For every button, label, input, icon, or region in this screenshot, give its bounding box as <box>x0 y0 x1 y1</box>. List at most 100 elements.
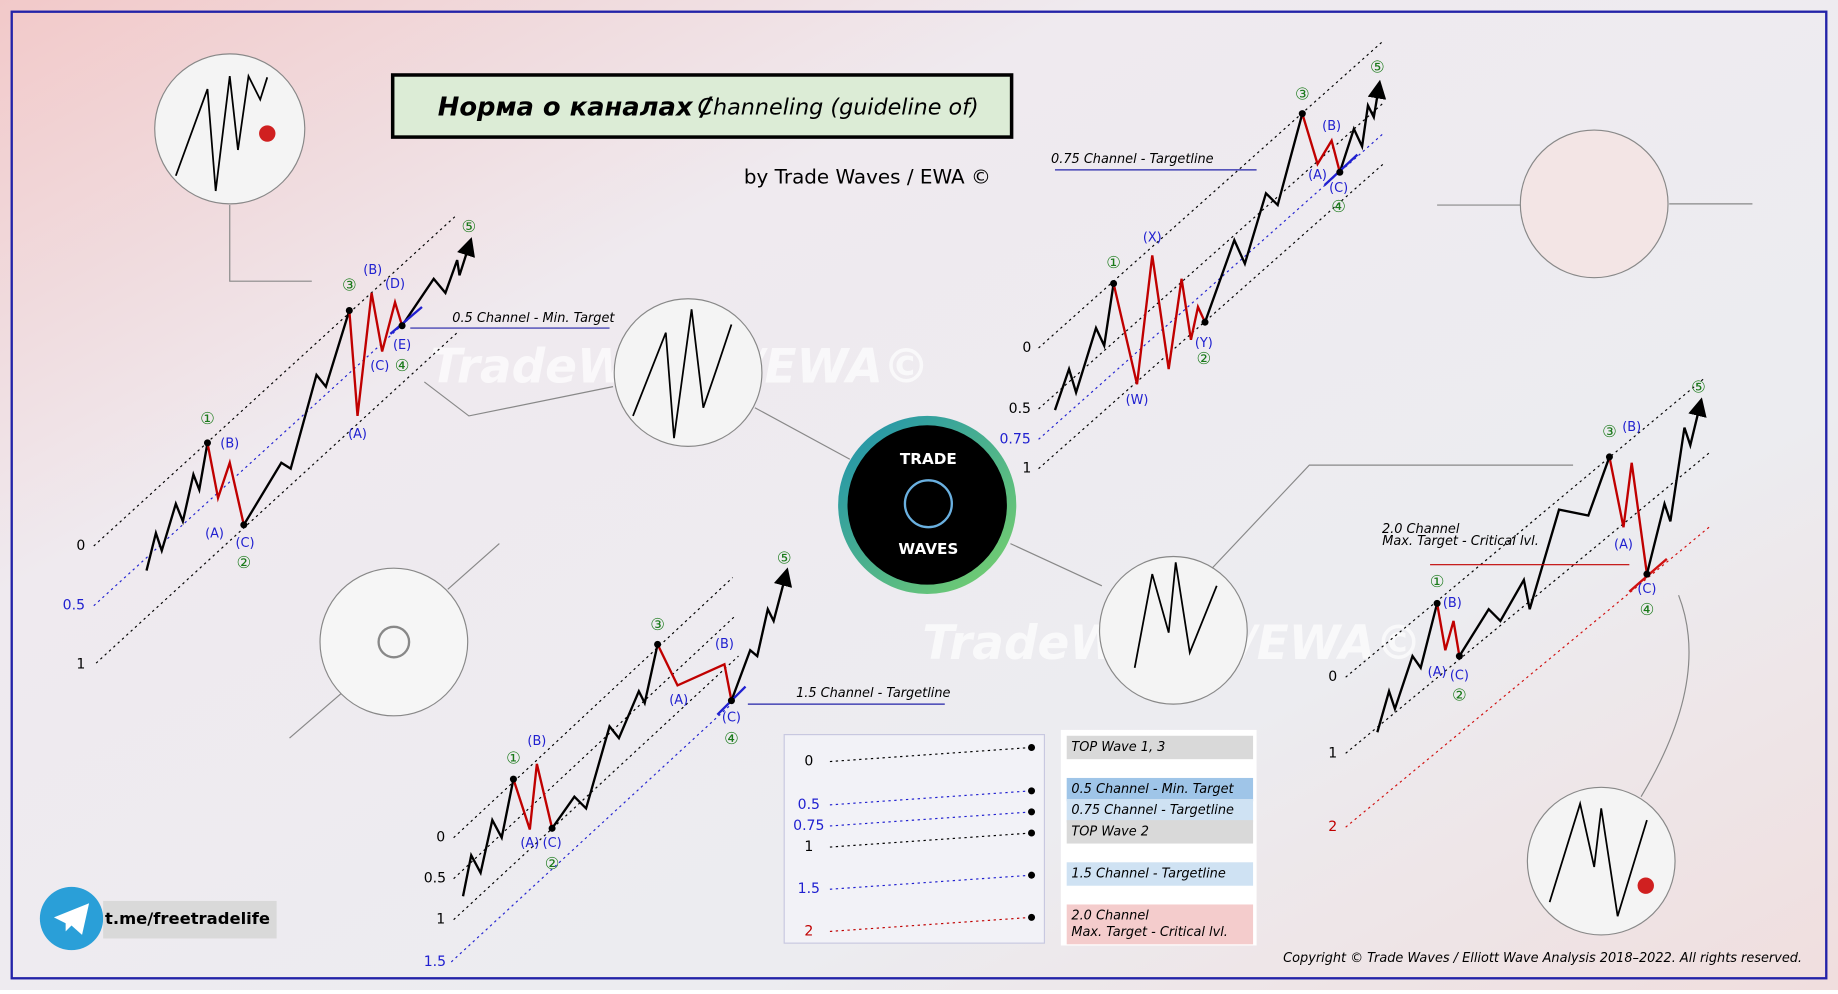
logo-text: TRADE <box>900 450 957 468</box>
level-label: 0.5 <box>63 598 85 614</box>
legend-level: 0 <box>804 754 813 770</box>
panel-a <box>93 216 610 664</box>
wave-label: (D) <box>385 277 405 292</box>
legend-dot <box>1028 808 1036 816</box>
level-label: 0 <box>436 830 445 846</box>
level-label: 0 <box>76 538 85 554</box>
wave-label: ① <box>1106 253 1121 272</box>
legend-line <box>829 874 1032 890</box>
wave-label: ② <box>545 854 560 873</box>
wave-label: ⑤ <box>1370 57 1385 76</box>
legend-line <box>829 746 1032 763</box>
level-label: 0.75 <box>999 431 1030 447</box>
wave-label: (B) <box>1622 420 1641 435</box>
title-en: Channeling (guideline of) <box>698 94 979 120</box>
wave-label: ⑤ <box>777 548 792 567</box>
level-label: 1 <box>76 656 85 672</box>
wave-label: (C) <box>1450 669 1469 684</box>
legend-tag <box>1066 820 1254 844</box>
legend-dot <box>1028 829 1036 837</box>
wave-label: ① <box>506 749 521 768</box>
legend: 0 TOP Wave 1, 3 0.5 0.5 Channel - Min. Targ… <box>793 735 1254 945</box>
wave-label: (B) <box>220 437 239 452</box>
legend-line <box>829 832 1032 848</box>
wave-label: ④ <box>724 729 739 748</box>
level-label: 0 <box>1328 669 1337 685</box>
wave-label: (C) <box>722 711 741 726</box>
legend-text: 2.0 Channel <box>1071 909 1149 924</box>
wave-label: ② <box>1452 685 1467 704</box>
panel-d <box>1345 376 1712 828</box>
legend-dot <box>1028 743 1036 751</box>
wave-label: (A) <box>1308 168 1327 183</box>
legend-dot <box>1028 871 1036 879</box>
legend-level: 1 <box>804 839 813 855</box>
wave-label: (A) <box>669 693 688 708</box>
wave-label: (Y) <box>1195 336 1213 351</box>
legend-tag <box>1066 777 1254 802</box>
legend-text: Max. Target - Critical lvl. <box>1071 925 1228 940</box>
panel-c <box>1038 40 1387 470</box>
channel-label: Max. Target - Critical lvl. <box>1382 534 1539 549</box>
wave-label: ⑤ <box>1691 377 1706 396</box>
legend-level: 1.5 <box>798 881 820 897</box>
legend-dot <box>1028 913 1036 921</box>
legend-level: 0.75 <box>793 818 824 834</box>
legend-tag <box>1066 862 1254 886</box>
copyright: Copyright © Trade Waves / Elliott Wave A… <box>1283 951 1802 966</box>
labels: 00.510.5 Channel - Min. Target①(B)(A)(C)… <box>63 57 1706 969</box>
legend-text: TOP Wave 1, 3 <box>1071 740 1165 755</box>
level-label: 0 <box>1022 340 1031 356</box>
wave-label: (A) <box>1614 537 1633 552</box>
wave-label: (X) <box>1143 230 1162 245</box>
wave-label: (A) <box>205 527 224 542</box>
wave-label: (B) <box>363 263 382 278</box>
wave-label: ④ <box>1640 600 1655 619</box>
legend-line <box>829 916 1032 933</box>
legend-line <box>829 811 1032 827</box>
wave-label: (C) <box>543 836 562 851</box>
legend-text: 0.75 Channel - Targetline <box>1071 803 1234 818</box>
legend-level: 2 <box>804 923 813 939</box>
channel-label: 0.75 Channel - Targetline <box>1051 152 1214 167</box>
panel-b <box>450 567 945 963</box>
wave-label: (C) <box>235 536 254 551</box>
wave-label: ③ <box>1295 84 1310 103</box>
wave-label: (B) <box>715 637 734 652</box>
level-label: 2 <box>1328 819 1337 835</box>
legend-level: 0.5 <box>798 797 820 813</box>
wave-label: (B) <box>527 734 546 749</box>
logo <box>847 425 1007 585</box>
wave-label: (A) <box>520 836 539 851</box>
legend-tag <box>1066 904 1254 945</box>
wave-label: ③ <box>650 615 665 634</box>
author: by Trade Waves / EWA © <box>744 166 991 189</box>
legend-text: 1.5 Channel - Targetline <box>1071 867 1225 882</box>
level-label: 1 <box>1328 745 1337 761</box>
level-label: 1 <box>1022 461 1031 477</box>
contact-link[interactable]: t.me/freetradelife <box>105 909 270 928</box>
legend-tag <box>1066 735 1254 760</box>
wave-label: (E) <box>393 338 411 353</box>
channel-label: 0.5 Channel - Min. Target <box>452 311 615 326</box>
wave-label: (B) <box>1322 119 1341 134</box>
wave-label: ⑤ <box>462 217 477 236</box>
level-label: 0.5 <box>424 871 446 887</box>
wave-label: ① <box>200 409 215 428</box>
wave-label: ③ <box>342 275 357 294</box>
title-box <box>390 73 1014 139</box>
title-ru: Норма о каналах / <box>438 92 714 122</box>
wave-label: ④ <box>1331 197 1346 216</box>
frame <box>10 10 1828 980</box>
contact-box[interactable] <box>103 900 277 939</box>
legend-box <box>783 734 1046 944</box>
legend-dot <box>1028 787 1036 795</box>
wave-label: (C) <box>1329 181 1348 196</box>
channel-label: 1.5 Channel - Targetline <box>796 686 950 701</box>
decorations <box>154 53 1753 936</box>
wave-label: (A) <box>348 427 367 442</box>
channel-label: 2.0 Channel <box>1382 522 1460 537</box>
legend-tag <box>1066 799 1254 823</box>
level-label: 1 <box>436 912 445 928</box>
